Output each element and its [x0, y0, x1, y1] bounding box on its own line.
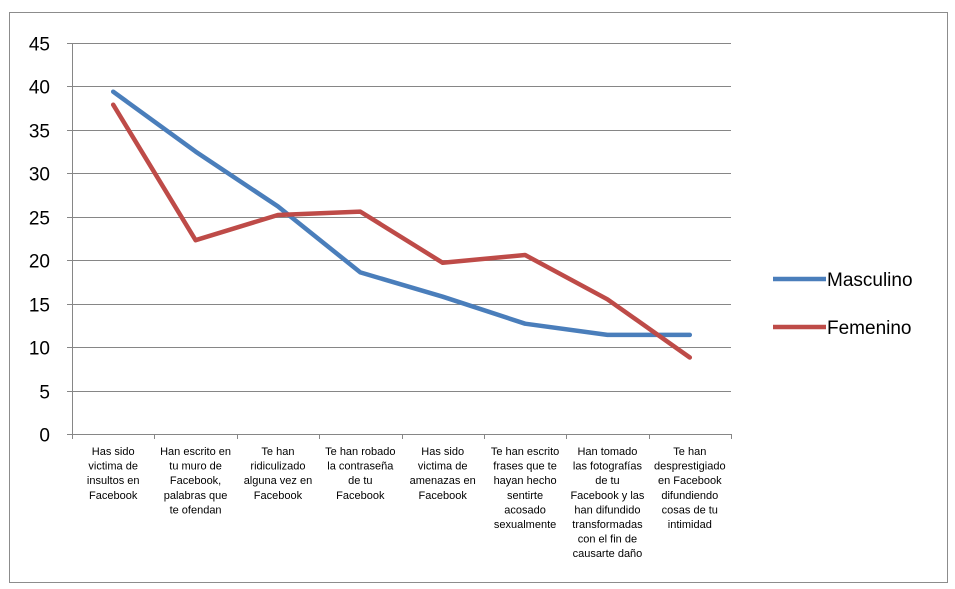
- y-tick-label: 15: [29, 296, 50, 317]
- x-tick-label-line: Te han: [673, 446, 706, 458]
- x-tick-label-line: con el fin de: [578, 534, 637, 546]
- data-point-femenino: [523, 253, 527, 257]
- x-tick-label-line: alguna vez en: [244, 475, 313, 487]
- x-tick-label-line: victima de: [418, 461, 468, 473]
- x-tick-label-line: ridiculizado: [250, 461, 305, 473]
- y-tick-label: 25: [29, 209, 50, 230]
- x-tick-label: Te han ridiculizado alguna vez en Facebook: [244, 446, 313, 502]
- x-tick-label-line: hayan hecho: [494, 475, 557, 487]
- x-tick-label: Han tomado las fotografías de tu Facebook y…: [570, 446, 644, 560]
- x-tick-label-line: victima de: [88, 461, 138, 473]
- data-point-femenino: [688, 356, 692, 360]
- series-line-masculino: [110, 89, 693, 338]
- x-tick-label-line: las fotografías: [573, 461, 643, 473]
- x-tick-label: Te han robado la contraseña de tu Facebook: [325, 446, 395, 502]
- x-tick-label-line: amenazas en: [410, 475, 476, 487]
- data-point-femenino: [194, 238, 198, 242]
- data-point-femenino: [605, 297, 609, 301]
- data-point-masculino: [276, 204, 280, 208]
- data-point-femenino: [358, 210, 362, 214]
- x-tick-label-line: desprestigiado: [654, 461, 726, 473]
- data-point-masculino: [441, 295, 445, 299]
- x-tick-label-line: frases que te: [493, 461, 557, 473]
- x-tick-label-line: la contraseña: [327, 461, 394, 473]
- x-tick-label: Has sido victima de insultos en Facebook: [87, 446, 140, 502]
- x-tick-label-line: acosado: [504, 504, 546, 516]
- x-tick-label-line: insultos en: [87, 475, 140, 487]
- x-tick-label-line: Facebook: [89, 490, 138, 502]
- legend-label-masculino: Masculino: [827, 270, 913, 291]
- x-tick-label-line: palabras que: [164, 490, 228, 502]
- data-point-femenino: [276, 213, 280, 217]
- y-tick-label: 35: [29, 122, 50, 143]
- x-tick-label: Te han escrito frases que te hayan hecho se…: [491, 446, 559, 531]
- x-tick-label-line: han difundido: [574, 504, 640, 516]
- x-tick-label-line: intimidad: [668, 519, 712, 531]
- y-tick-label: 20: [29, 252, 50, 273]
- x-tick-label-line: sexualmente: [494, 519, 556, 531]
- x-tick-label-line: difundiendo: [661, 490, 718, 502]
- y-tick-label: 40: [29, 78, 50, 99]
- y-tick-label: 10: [29, 339, 50, 360]
- x-tick-label-line: en Facebook: [658, 475, 722, 487]
- x-tick-label-line: te ofendan: [170, 504, 222, 516]
- x-tick-label-line: Facebook: [336, 490, 385, 502]
- x-tick-label-line: Te han escrito: [491, 446, 559, 458]
- series-lines: [110, 89, 693, 360]
- x-tick-label: Han escrito en tu muro de Facebook, palabra…: [160, 446, 231, 516]
- x-tick-label-line: Te han robado: [325, 446, 395, 458]
- x-tick-label-line: Has sido: [92, 446, 135, 458]
- x-tick-label-line: de tu: [595, 475, 619, 487]
- series-line-femenino: [110, 102, 693, 360]
- x-axis-tick-labels: Has sido victima de insultos en Facebook Han…: [87, 446, 726, 560]
- x-tick-label-line: Facebook y las: [570, 490, 644, 502]
- x-tick-label-line: Facebook: [419, 490, 468, 502]
- x-tick-label: Has sido victima de amenazas en Facebook: [410, 446, 476, 502]
- x-tick-label-line: de tu: [348, 475, 372, 487]
- y-tick-label: 45: [29, 35, 50, 56]
- data-point-masculino: [194, 150, 198, 154]
- chart-border: [9, 12, 948, 583]
- x-tick-label-line: Has sido: [421, 446, 464, 458]
- x-tick-label-line: Facebook: [254, 490, 303, 502]
- x-tick-label: Te han desprestigiado en Facebook difundien…: [654, 446, 726, 531]
- x-tick-label-line: Te han: [261, 446, 294, 458]
- x-tick-label-line: Han escrito en: [160, 446, 231, 458]
- data-point-masculino: [688, 333, 692, 337]
- y-axis-tick-labels: 0 5 10 15 20 25 30 35 40 45: [29, 35, 50, 447]
- x-tick-label-line: causarte daño: [573, 548, 643, 560]
- x-tick-label-line: cosas de tu: [662, 504, 718, 516]
- legend-label-femenino: Femenino: [827, 318, 912, 339]
- x-tick-label-line: transformadas: [572, 519, 643, 531]
- data-point-masculino: [111, 90, 115, 94]
- axes: [67, 43, 732, 439]
- x-tick-label-line: tu muro de: [169, 461, 222, 473]
- y-tick-label: 30: [29, 165, 50, 186]
- y-tick-label: 0: [39, 426, 50, 447]
- x-tick-label-line: Facebook,: [170, 475, 221, 487]
- x-tick-label-line: sentirte: [507, 490, 543, 502]
- y-tick-label: 5: [39, 383, 50, 404]
- data-point-masculino: [605, 333, 609, 337]
- legend: Masculino Femenino: [773, 270, 913, 339]
- data-point-masculino: [358, 270, 362, 274]
- x-tick-label-line: Han tomado: [577, 446, 637, 458]
- data-point-femenino: [111, 103, 115, 107]
- data-point-masculino: [523, 322, 527, 326]
- data-point-femenino: [441, 261, 445, 265]
